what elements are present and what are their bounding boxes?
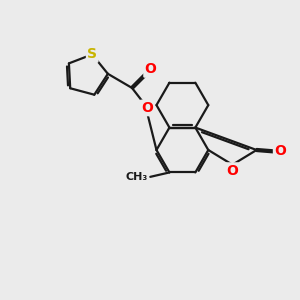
Text: O: O	[226, 164, 238, 178]
Text: S: S	[87, 47, 97, 61]
Text: O: O	[274, 145, 286, 158]
Text: O: O	[145, 62, 157, 76]
Text: O: O	[141, 101, 153, 115]
Text: CH₃: CH₃	[126, 172, 148, 182]
